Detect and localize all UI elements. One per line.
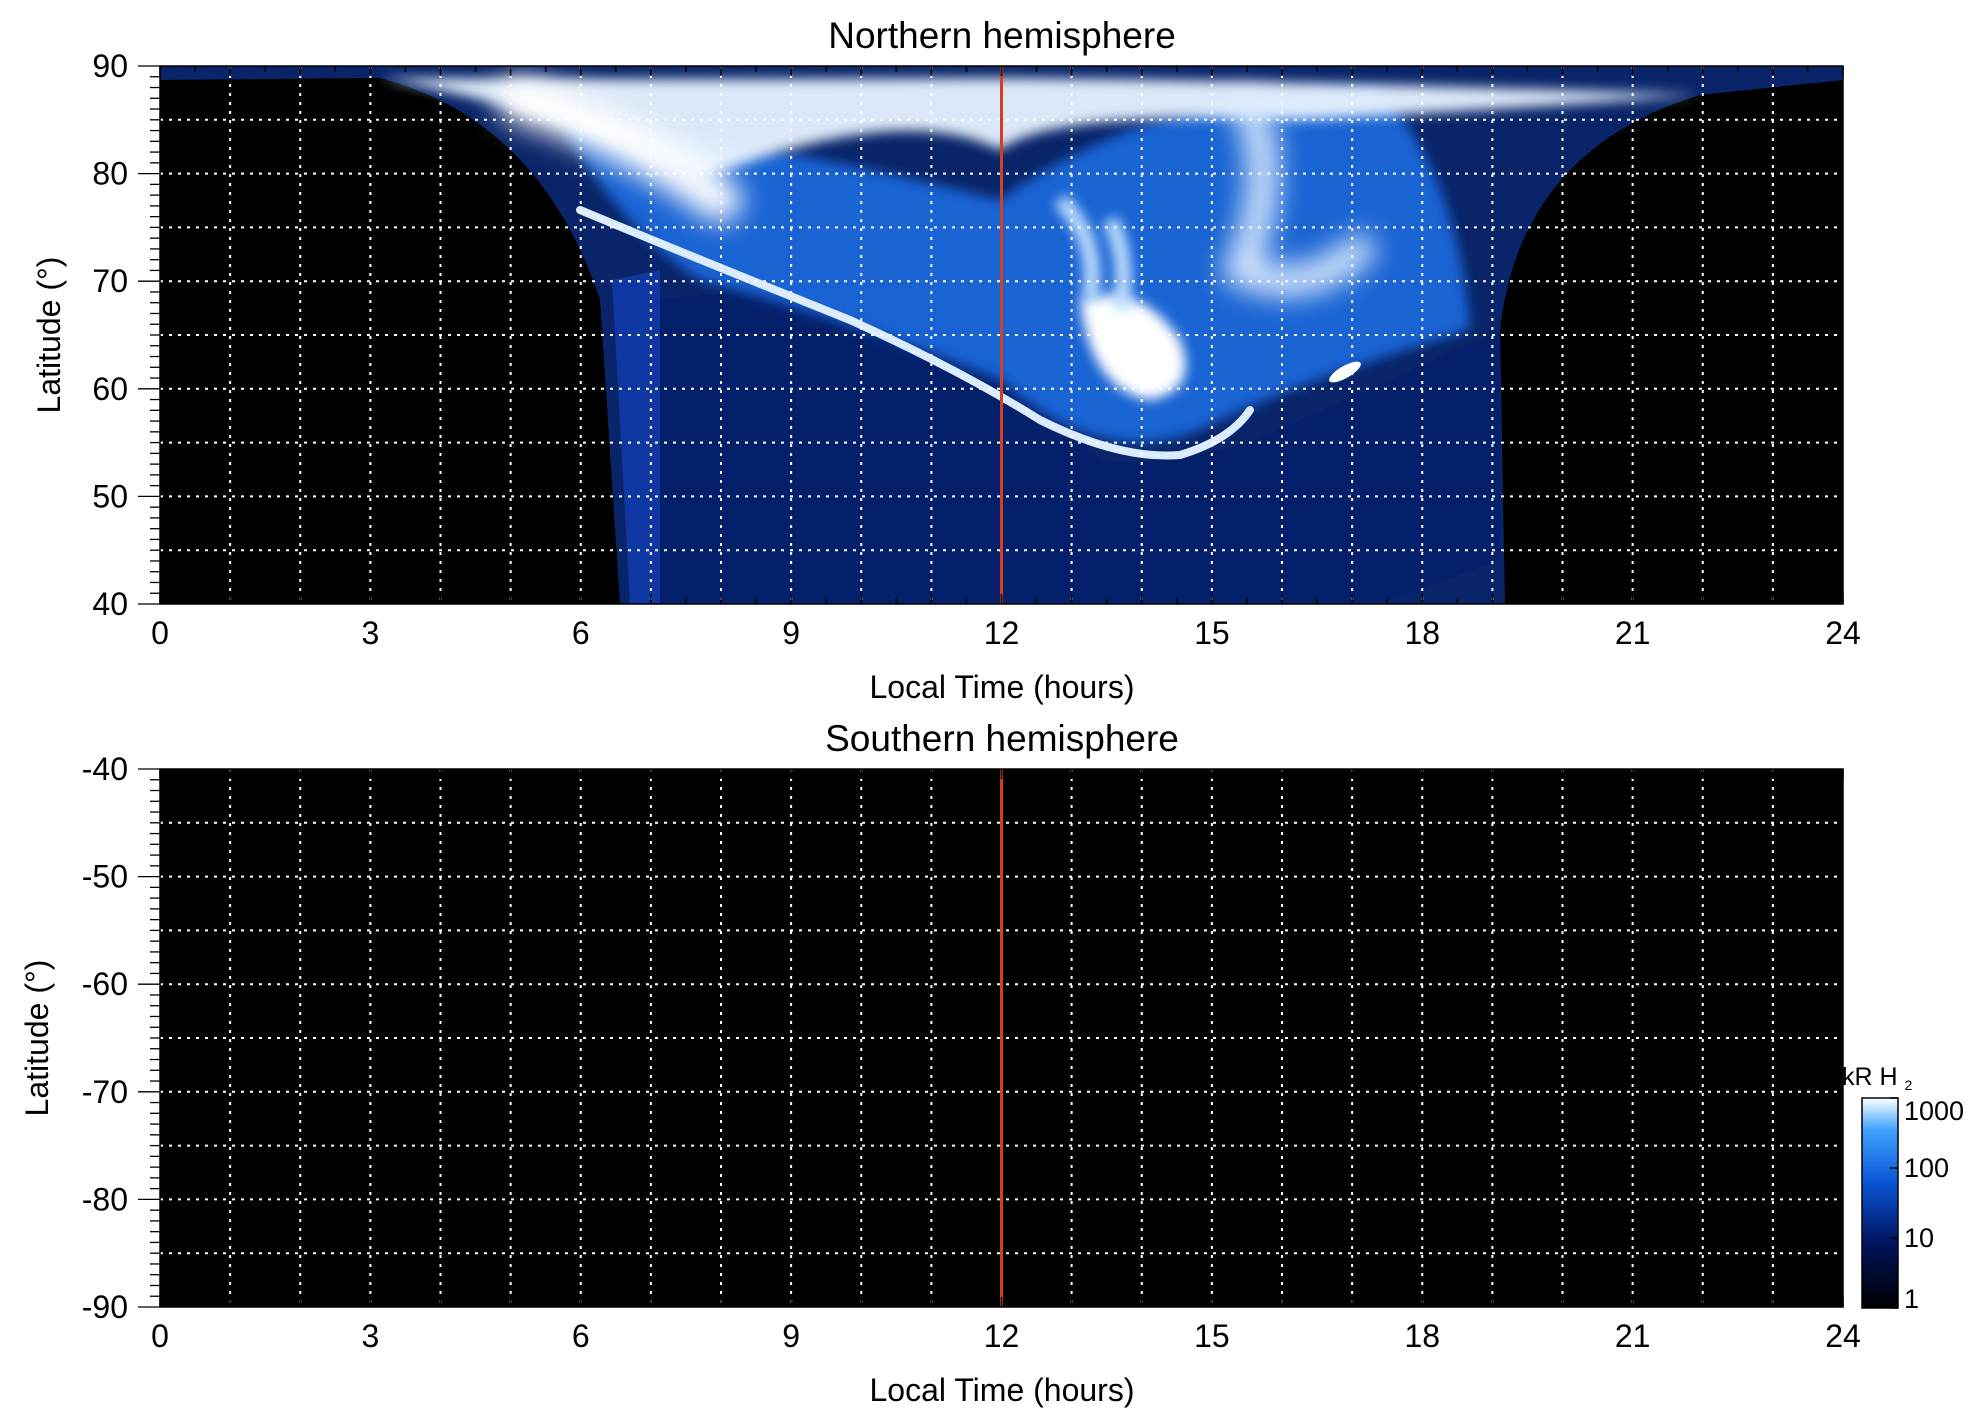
x-axis-north: 0 3 6 9 12 15 18 21 24 xyxy=(151,66,1861,651)
main-oval xyxy=(576,206,1254,460)
colorbar-tick-label: 10 xyxy=(1904,1223,1934,1253)
dawn-column xyxy=(612,270,660,604)
polar-cap-filaments xyxy=(1054,194,1132,312)
x-tick-label: 18 xyxy=(1404,1318,1440,1354)
noise-region-lower xyxy=(630,280,1500,604)
y-tick-label: -70 xyxy=(82,1074,128,1110)
dawn-arc xyxy=(498,78,742,222)
y-tick-label: 90 xyxy=(92,48,128,84)
y-axis-south: -40 -50 -60 -70 -80 -90 xyxy=(82,751,160,1325)
x-tick-label: 6 xyxy=(572,1318,590,1354)
y-tick-label: -40 xyxy=(82,751,128,787)
x-tick-label: 0 xyxy=(151,615,169,651)
y-axis-north: 40 50 60 70 80 90 xyxy=(92,48,160,622)
x-axis-label-north: Local Time (hours) xyxy=(870,669,1135,705)
y-tick-label: 60 xyxy=(92,371,128,407)
colorbar-ticks: 1000 100 10 1 xyxy=(1890,1096,1964,1314)
colorbar-title-sub: 2 xyxy=(1905,1077,1913,1093)
y-tick-label: 70 xyxy=(92,263,128,299)
colorbar-gradient xyxy=(1861,1097,1899,1309)
mid-emission xyxy=(560,90,1470,443)
x-tick-label: 24 xyxy=(1825,1318,1861,1354)
y-axis-label-north: Latitude (°) xyxy=(31,257,67,414)
colorbar-tick-label: 1000 xyxy=(1904,1096,1964,1126)
y-tick-label: -50 xyxy=(82,859,128,895)
y-tick-label: -60 xyxy=(82,966,128,1002)
x-axis-south: 0 3 6 9 12 15 18 21 24 xyxy=(151,769,1861,1354)
x-tick-label: 3 xyxy=(361,615,379,651)
colorbar: kR H 2 1000 100 10 1 xyxy=(1842,1063,1964,1314)
high-lat-glow xyxy=(380,78,1700,180)
y-tick-label: 80 xyxy=(92,156,128,192)
x-tick-label: 15 xyxy=(1194,615,1230,651)
x-tick-label: 12 xyxy=(984,615,1020,651)
grid-north xyxy=(160,66,1843,604)
y-tick-label: 50 xyxy=(92,478,128,514)
x-tick-label: 9 xyxy=(782,615,800,651)
colorbar-title: kR H 2 xyxy=(1842,1063,1913,1093)
x-axis-label-south: Local Time (hours) xyxy=(870,1372,1135,1408)
bright-patch xyxy=(1080,295,1186,400)
y-tick-label: -90 xyxy=(82,1289,128,1325)
grid-south xyxy=(160,769,1843,1307)
x-tick-label: 3 xyxy=(361,1318,379,1354)
x-tick-label: 6 xyxy=(572,615,590,651)
x-tick-label: 12 xyxy=(984,1318,1020,1354)
dusk-arc xyxy=(1220,95,1375,297)
dusk-spot xyxy=(1329,361,1361,383)
x-tick-label: 0 xyxy=(151,1318,169,1354)
colorbar-title-main: kR H xyxy=(1842,1063,1898,1091)
y-tick-label: -80 xyxy=(82,1181,128,1217)
panel-south: Southern hemisphere 0 3 6 9 12 15 18 21 24 -40 -5… xyxy=(19,718,1861,1408)
x-tick-label: 21 xyxy=(1615,1318,1651,1354)
y-tick-label: 40 xyxy=(92,586,128,622)
y-axis-label-south: Latitude (°) xyxy=(19,960,55,1117)
panel-title-north: Northern hemisphere xyxy=(828,15,1176,56)
panel-title-south: Southern hemisphere xyxy=(825,718,1179,759)
x-tick-label: 24 xyxy=(1825,615,1861,651)
x-tick-label: 9 xyxy=(782,1318,800,1354)
colorbar-tick-label: 100 xyxy=(1904,1153,1949,1183)
x-tick-label: 18 xyxy=(1404,615,1440,651)
x-tick-label: 15 xyxy=(1194,1318,1230,1354)
panel-north: Northern hemisphere 0 3 6 9 12 15 18 21 24 40 50 6… xyxy=(31,15,1861,705)
x-tick-label: 21 xyxy=(1615,615,1651,651)
colorbar-tick-label: 1 xyxy=(1904,1284,1919,1314)
